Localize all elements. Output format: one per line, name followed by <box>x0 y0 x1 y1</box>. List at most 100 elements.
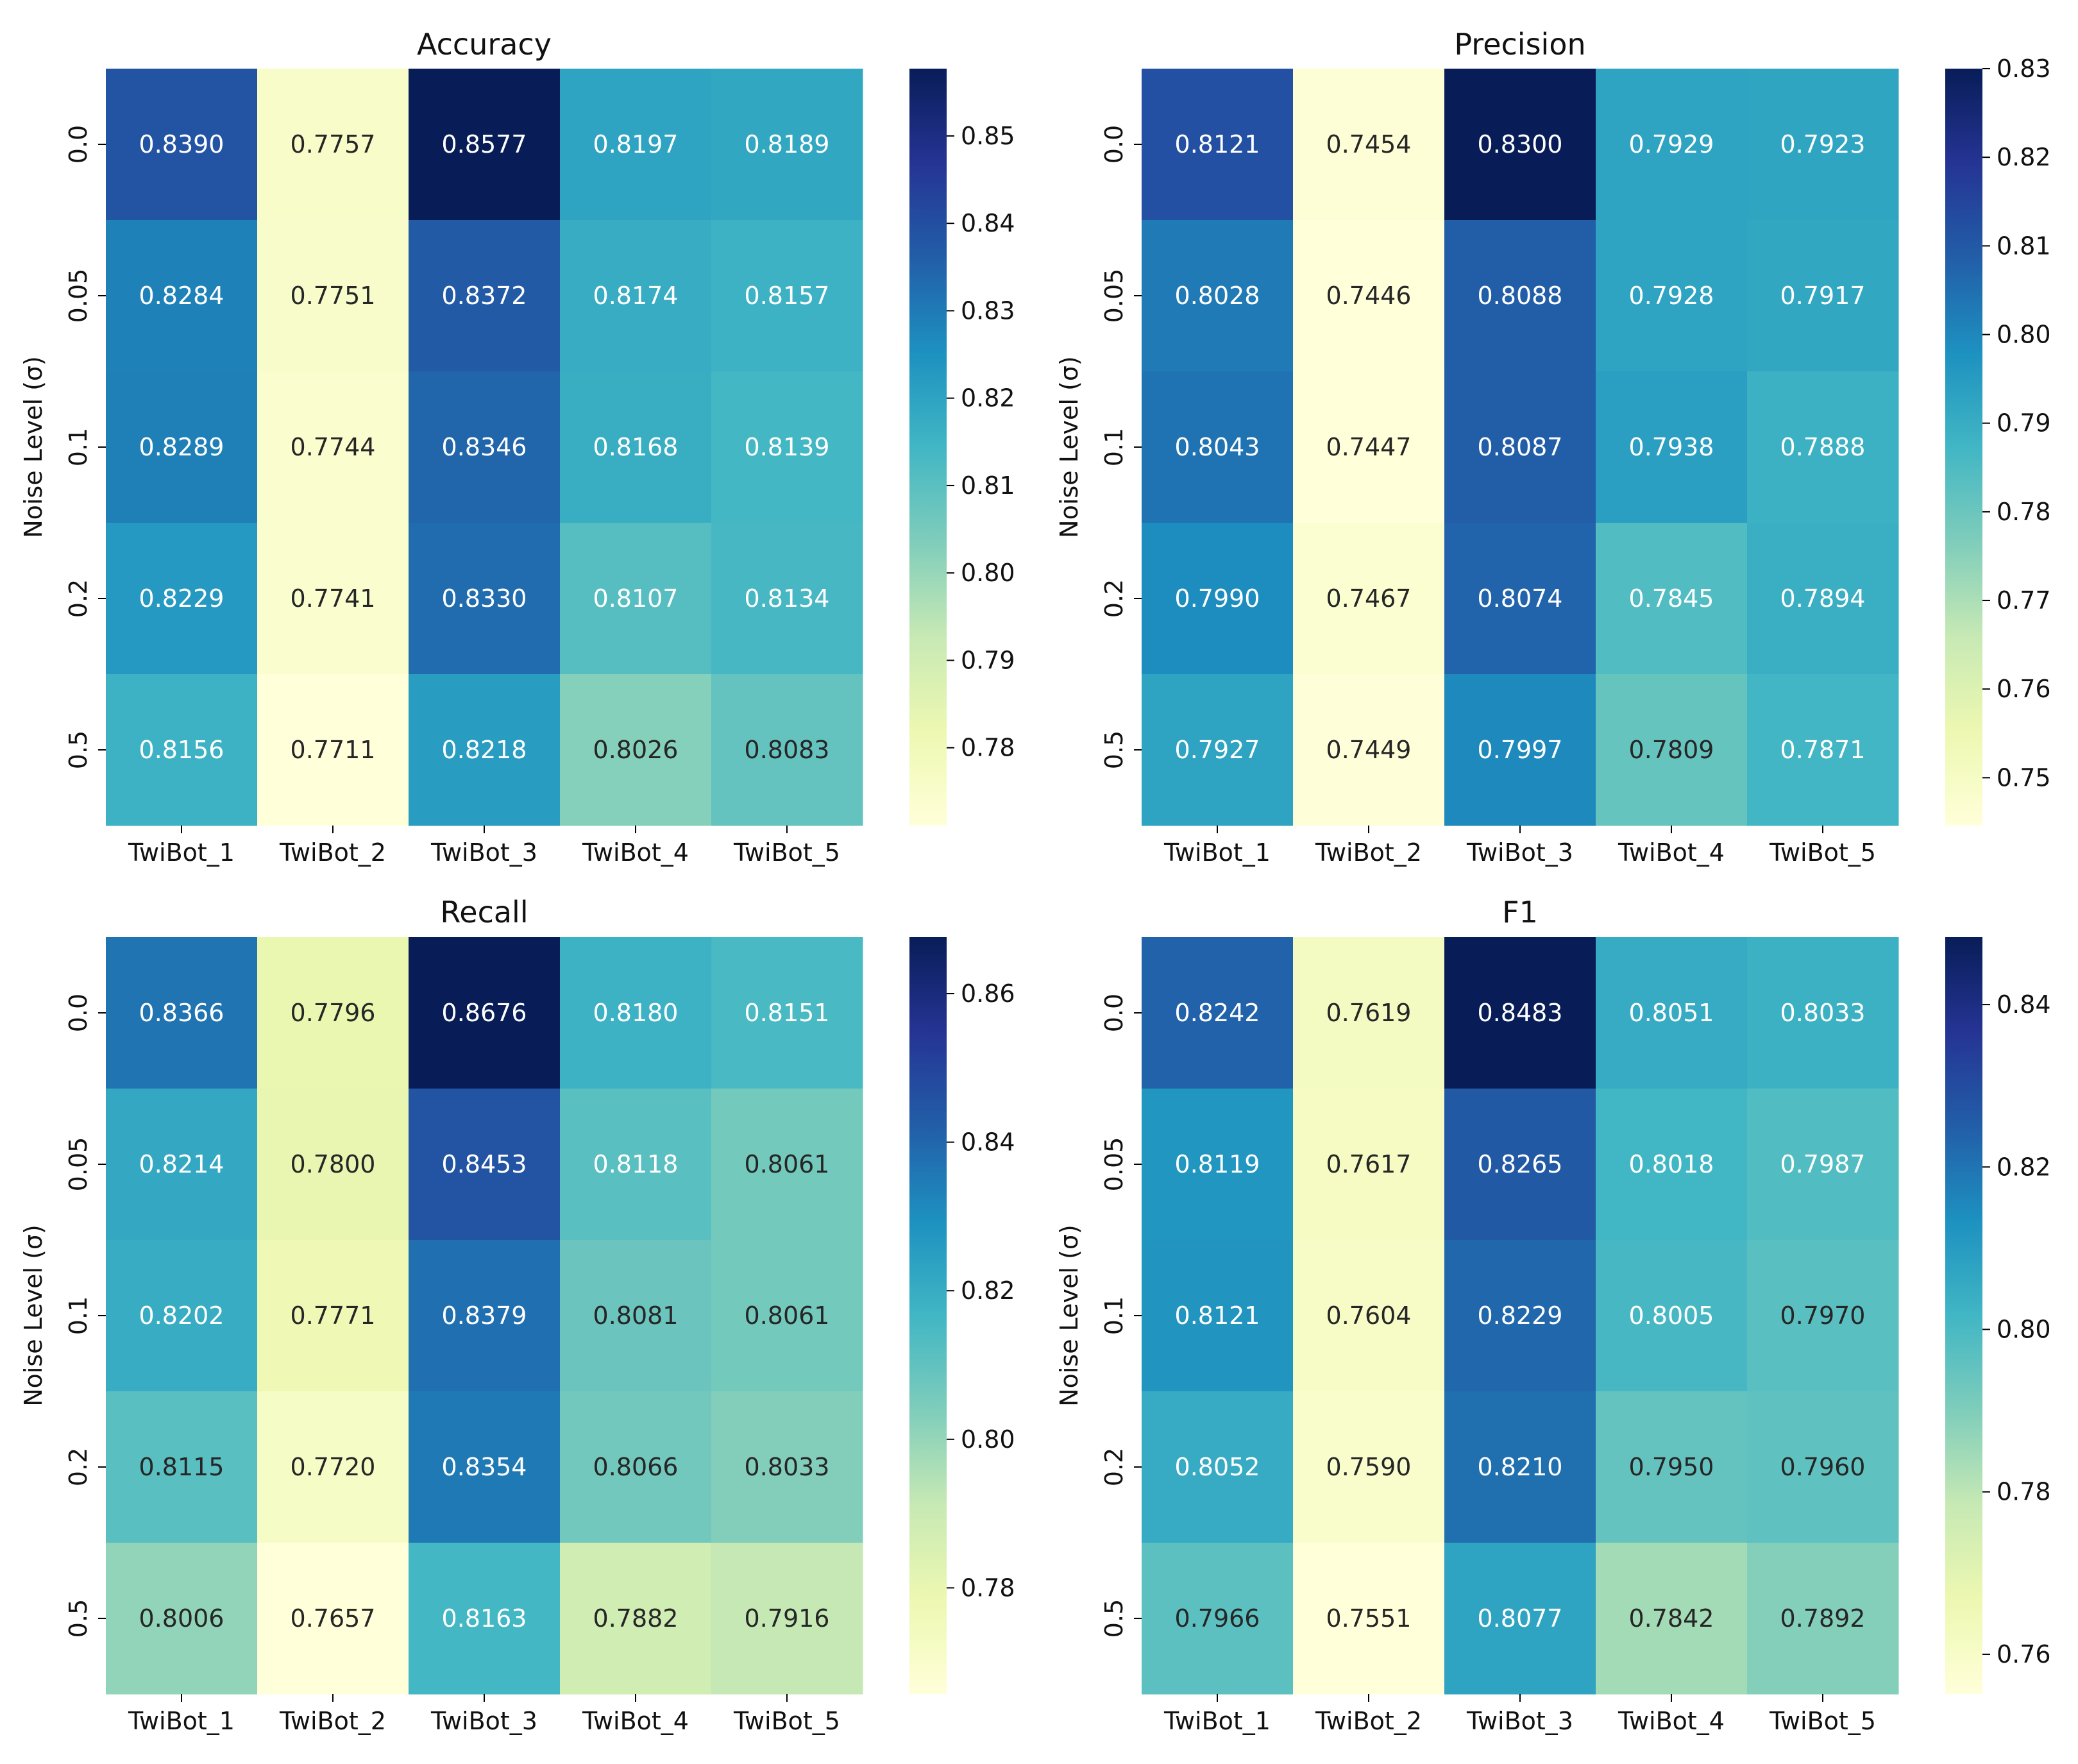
cell-value-label: 0.7757 <box>291 130 376 158</box>
heatmap-panel-f1: F1 0.8242 0.7619 0.8483 0.8051 0.8033 0.8119 0.… <box>1055 895 2051 1735</box>
x-tick-label: TwiBot_4 <box>1618 838 1725 867</box>
heatmap-cell <box>257 1391 409 1543</box>
cell-value-label: 0.8118 <box>593 1150 679 1178</box>
colorbar-tick-label: 0.84 <box>961 209 1015 237</box>
panel-title: Accuracy <box>417 27 552 62</box>
cell-value-label: 0.8379 <box>442 1302 527 1330</box>
colorbar-tick-label: 0.86 <box>961 980 1015 1008</box>
colorbar-tick-label: 0.80 <box>961 559 1015 587</box>
cell-value-label: 0.7446 <box>1326 282 1412 310</box>
heatmap-cell <box>1596 1543 1748 1695</box>
cell-value-label: 0.7771 <box>291 1302 376 1330</box>
y-tick-label: 0.1 <box>64 428 92 466</box>
heatmap-cell <box>257 674 409 826</box>
heatmap-cell <box>1293 371 1445 523</box>
heatmap-cell <box>1596 1089 1748 1241</box>
heatmap-cell <box>1142 1391 1294 1543</box>
colorbar-tick-label: 0.83 <box>961 296 1015 325</box>
colorbar <box>1945 69 1982 826</box>
cell-value-label: 0.8366 <box>139 999 224 1027</box>
heatmap-panel-accuracy: Accuracy 0.8390 0.7757 0.8577 0.8197 0.8189 0.… <box>19 27 1015 867</box>
cell-value-label: 0.7892 <box>1780 1604 1866 1633</box>
cell-value-label: 0.8121 <box>1175 130 1260 158</box>
y-tick-label: 0.1 <box>1100 1296 1128 1335</box>
cell-value-label: 0.8180 <box>593 999 679 1027</box>
heatmap-cell <box>560 1240 712 1392</box>
heatmap-cell <box>1596 1240 1748 1392</box>
cell-value-label: 0.8346 <box>442 433 527 461</box>
y-tick-label: 0.1 <box>1100 428 1128 466</box>
cell-value-label: 0.8354 <box>442 1453 527 1481</box>
y-axis-label: Noise Level (σ) <box>1055 1225 1083 1407</box>
cell-value-label: 0.8372 <box>442 282 527 310</box>
heatmap-cell <box>409 937 561 1089</box>
colorbar-tick-label: 0.77 <box>1997 586 2051 615</box>
cell-value-label: 0.7711 <box>291 736 376 764</box>
heatmap-cell <box>257 371 409 523</box>
cell-value-label: 0.8453 <box>442 1150 527 1178</box>
colorbar-tick-label: 0.80 <box>1997 321 2051 349</box>
cell-value-label: 0.7454 <box>1326 130 1412 158</box>
heatmap-cell <box>1142 69 1294 221</box>
cell-value-label: 0.7927 <box>1175 736 1260 764</box>
heatmap-cell <box>1142 371 1294 523</box>
colorbar-tick-label: 0.78 <box>961 734 1015 762</box>
cell-value-label: 0.8088 <box>1478 282 1563 310</box>
x-tick-label: TwiBot_3 <box>430 838 537 867</box>
cell-value-label: 0.8052 <box>1175 1453 1260 1481</box>
cell-value-label: 0.8115 <box>139 1453 224 1481</box>
heatmap-cell <box>560 371 712 523</box>
heatmap-cell <box>1142 220 1294 372</box>
cell-value-label: 0.7923 <box>1780 130 1866 158</box>
x-tick-label: TwiBot_3 <box>430 1707 537 1735</box>
y-axis-label: Noise Level (σ) <box>19 1225 47 1407</box>
cell-value-label: 0.8284 <box>139 282 224 310</box>
heatmap-cell <box>1747 220 1899 372</box>
heatmap-cell <box>1747 937 1899 1089</box>
cell-value-label: 0.7551 <box>1326 1604 1412 1633</box>
y-tick-label: 0.2 <box>1100 1448 1128 1486</box>
cell-value-label: 0.7809 <box>1629 736 1714 764</box>
heatmap-cell <box>409 523 561 675</box>
heatmap-cell <box>1293 1240 1445 1392</box>
heatmap-cell <box>257 1089 409 1241</box>
heatmap-cell <box>1444 220 1596 372</box>
cell-value-label: 0.8051 <box>1629 999 1714 1027</box>
colorbar <box>909 69 947 826</box>
cell-value-label: 0.8676 <box>442 999 527 1027</box>
heatmap-cell <box>1596 1391 1748 1543</box>
heatmap-cell <box>1444 674 1596 826</box>
cell-value-label: 0.8026 <box>593 736 679 764</box>
heatmap-cell <box>1293 69 1445 221</box>
heatmap-cell <box>711 69 863 221</box>
heatmap-cell <box>711 1391 863 1543</box>
heatmap-cell <box>711 523 863 675</box>
x-tick-label: TwiBot_4 <box>1618 1707 1725 1735</box>
heatmap-cell <box>257 1240 409 1392</box>
x-tick-label: TwiBot_3 <box>1466 838 1573 867</box>
y-tick-label: 0.5 <box>64 731 92 769</box>
cell-value-label: 0.7604 <box>1326 1302 1412 1330</box>
heatmap-cell <box>711 1240 863 1392</box>
cell-value-label: 0.8163 <box>442 1604 527 1633</box>
heatmap-cell <box>1596 371 1748 523</box>
y-tick-label: 0.0 <box>1100 125 1128 164</box>
cell-value-label: 0.8006 <box>139 1604 224 1633</box>
heatmap-cell <box>257 220 409 372</box>
cell-value-label: 0.7987 <box>1780 1150 1866 1178</box>
cell-value-label: 0.8151 <box>745 999 830 1027</box>
heatmap-cell <box>1444 937 1596 1089</box>
heatmap-cell <box>1142 674 1294 826</box>
heatmap-cell <box>409 1089 561 1241</box>
heatmap-cell <box>1142 523 1294 675</box>
heatmap-panel-recall: Recall 0.8366 0.7796 0.8676 0.8180 0.8151 0.82… <box>19 895 1015 1735</box>
x-tick-label: TwiBot_2 <box>1315 838 1422 867</box>
heatmap-cell <box>1747 523 1899 675</box>
cell-value-label: 0.8119 <box>1175 1150 1260 1178</box>
heatmap-cell <box>560 1543 712 1695</box>
cell-value-label: 0.7966 <box>1175 1604 1260 1633</box>
panel-title: Precision <box>1454 27 1585 62</box>
y-tick-label: 0.5 <box>64 1599 92 1638</box>
cell-value-label: 0.7467 <box>1326 584 1412 613</box>
cell-value-label: 0.7929 <box>1629 130 1714 158</box>
